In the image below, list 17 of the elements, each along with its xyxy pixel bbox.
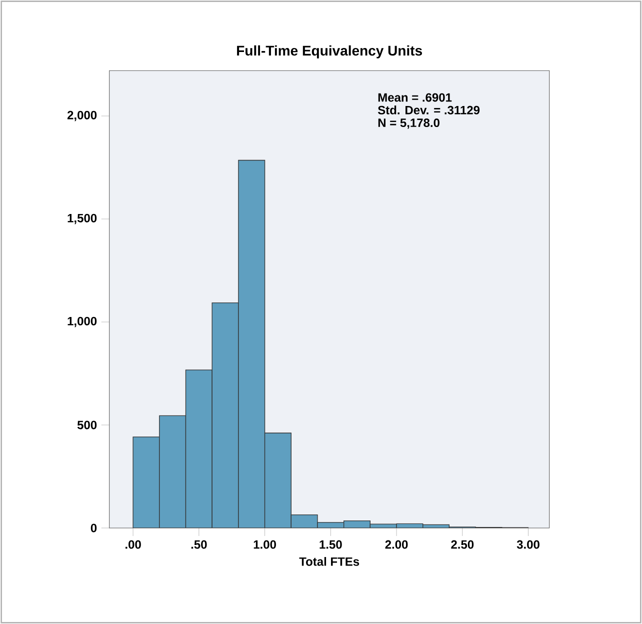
annotation: Std. Dev. = .31129 bbox=[378, 106, 480, 114]
y-tick-label: 2,000 bbox=[67, 110, 97, 122]
x-tick-label: 2.50 bbox=[451, 540, 474, 549]
x-axis-title: Total FTEs bbox=[299, 557, 360, 566]
x-tick-label: .00 bbox=[126, 540, 141, 549]
x-tick-label: .50 bbox=[191, 540, 207, 549]
annotation: N = 5,178.0 bbox=[378, 118, 440, 129]
x-tick-label: 1.50 bbox=[320, 540, 342, 549]
y-tick-label: 1,500 bbox=[68, 214, 97, 224]
x-tick-label: 2.00 bbox=[385, 540, 408, 549]
chart-title: Full-Time Equivalency Units bbox=[237, 45, 422, 58]
y-tick-label: 1,000 bbox=[68, 316, 97, 328]
y-tick-label: 0 bbox=[90, 524, 97, 532]
y-tick-label: 500 bbox=[77, 420, 97, 430]
annotation: Mean = .6901 bbox=[378, 93, 452, 102]
x-tick-label: 3.00 bbox=[516, 540, 540, 549]
x-tick-label: 1.00 bbox=[254, 540, 276, 549]
